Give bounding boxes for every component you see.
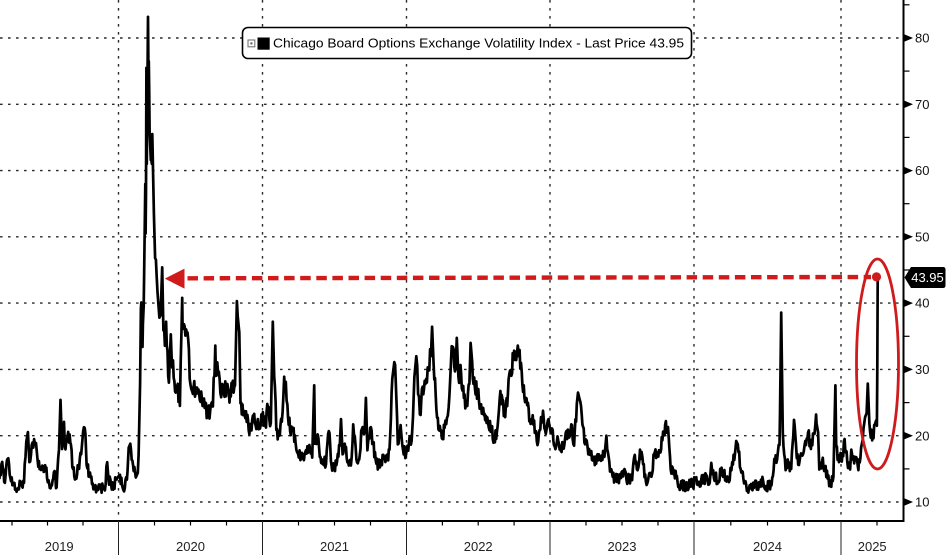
svg-text:70: 70: [915, 97, 929, 112]
svg-text:2020: 2020: [176, 539, 205, 554]
svg-text:80: 80: [915, 31, 929, 46]
svg-text:60: 60: [915, 163, 929, 178]
svg-text:10: 10: [915, 495, 929, 510]
svg-text:2025: 2025: [858, 539, 887, 554]
svg-text:Chicago Board Options Exchange: Chicago Board Options Exchange Volatilit…: [273, 36, 684, 51]
svg-text:50: 50: [915, 229, 929, 244]
svg-text:43.95: 43.95: [911, 270, 944, 285]
svg-text:2019: 2019: [45, 539, 74, 554]
svg-text:2021: 2021: [320, 539, 349, 554]
svg-text:20: 20: [915, 428, 929, 443]
svg-text:2024: 2024: [753, 539, 782, 554]
svg-text:2022: 2022: [464, 539, 493, 554]
svg-text:30: 30: [915, 362, 929, 377]
svg-text:2023: 2023: [608, 539, 637, 554]
svg-text:40: 40: [915, 296, 929, 311]
